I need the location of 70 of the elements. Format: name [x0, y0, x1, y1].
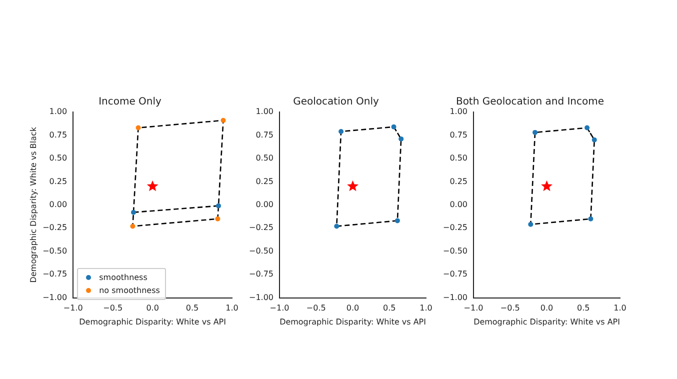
point [130, 210, 136, 215]
x-tick-label: −0.5 [306, 304, 326, 313]
y-tick-label: 0.00 [450, 200, 468, 209]
x-tick-label: 0.5 [383, 304, 396, 313]
y-tick-label: 0.00 [256, 200, 274, 209]
y-tick-label: 0.00 [49, 200, 68, 209]
point [394, 218, 400, 224]
y-tick-label: −0.25 [443, 223, 468, 232]
y-tick-label: 0.75 [256, 130, 274, 140]
y-tick-label: −0.50 [443, 246, 468, 256]
legend-label: no smoothness [99, 286, 160, 295]
point [215, 216, 220, 222]
x-tick-label: −0.5 [103, 304, 123, 313]
x-axis-title: Demographic Disparity: White vs API [280, 317, 426, 326]
y-tick-label: 0.75 [49, 130, 68, 140]
x-axis-title: Demographic Disparity: White vs API [79, 317, 226, 326]
point [391, 124, 396, 130]
x-tick-label: 1.0 [226, 304, 238, 313]
x-tick-label: 0.0 [540, 304, 554, 313]
point [216, 203, 221, 208]
y-tick-label: 1.00 [256, 107, 274, 116]
point [528, 222, 534, 227]
y-tick-label: −1.00 [443, 292, 468, 302]
y-tick-label: −0.75 [443, 270, 468, 279]
x-tick-label: 0.5 [577, 304, 590, 313]
y-tick-label: −0.75 [42, 270, 68, 279]
y-tick-label: −0.50 [249, 246, 274, 256]
point [334, 224, 340, 229]
x-tick-label: −1.0 [464, 304, 484, 313]
y-tick-label: 0.50 [256, 154, 274, 163]
y-tick-label: 0.50 [450, 154, 468, 163]
y-axis-title: Demographic Disparity: White vs Black [28, 126, 38, 283]
point [146, 180, 158, 192]
x-tick-label: −1.0 [270, 304, 290, 313]
point [338, 129, 344, 134]
chart-title: Both Geolocation and Income [456, 96, 604, 108]
x-tick-label: −0.5 [500, 304, 520, 313]
point [136, 125, 141, 130]
y-tick-label: −0.25 [42, 223, 68, 232]
y-tick-label: 0.25 [450, 176, 468, 186]
chart-title: Geolocation Only [293, 96, 379, 108]
y-tick-label: 0.50 [49, 154, 68, 163]
y-tick-label: −1.00 [42, 292, 68, 302]
x-tick-label: −1.0 [63, 304, 83, 313]
chart-title: Income Only [98, 96, 162, 108]
x-tick-label: 0.5 [186, 304, 199, 313]
legend-label: smoothness [99, 272, 148, 282]
point [592, 137, 597, 142]
y-tick-label: 0.25 [256, 176, 274, 186]
y-tick-label: −0.25 [249, 223, 274, 232]
x-tick-label: 1.0 [420, 304, 432, 313]
point [220, 118, 226, 123]
x-tick-label: 0.0 [346, 304, 360, 313]
point [130, 224, 136, 229]
y-tick-label: −0.75 [249, 270, 274, 279]
point [347, 180, 358, 192]
y-tick-label: 1.00 [450, 107, 468, 116]
y-tick-label: 0.25 [49, 176, 68, 186]
y-tick-label: 0.75 [450, 130, 468, 140]
point [541, 180, 552, 192]
y-tick-label: −0.50 [42, 246, 68, 256]
x-tick-label: 1.0 [614, 304, 626, 313]
point [532, 130, 538, 135]
y-tick-label: 1.00 [49, 107, 68, 116]
y-tick-label: −1.00 [249, 292, 274, 302]
x-axis-title: Demographic Disparity: White vs API [474, 317, 620, 326]
x-tick-label: 0.0 [146, 304, 159, 313]
point [588, 216, 594, 222]
point [398, 136, 404, 142]
point [584, 125, 590, 130]
